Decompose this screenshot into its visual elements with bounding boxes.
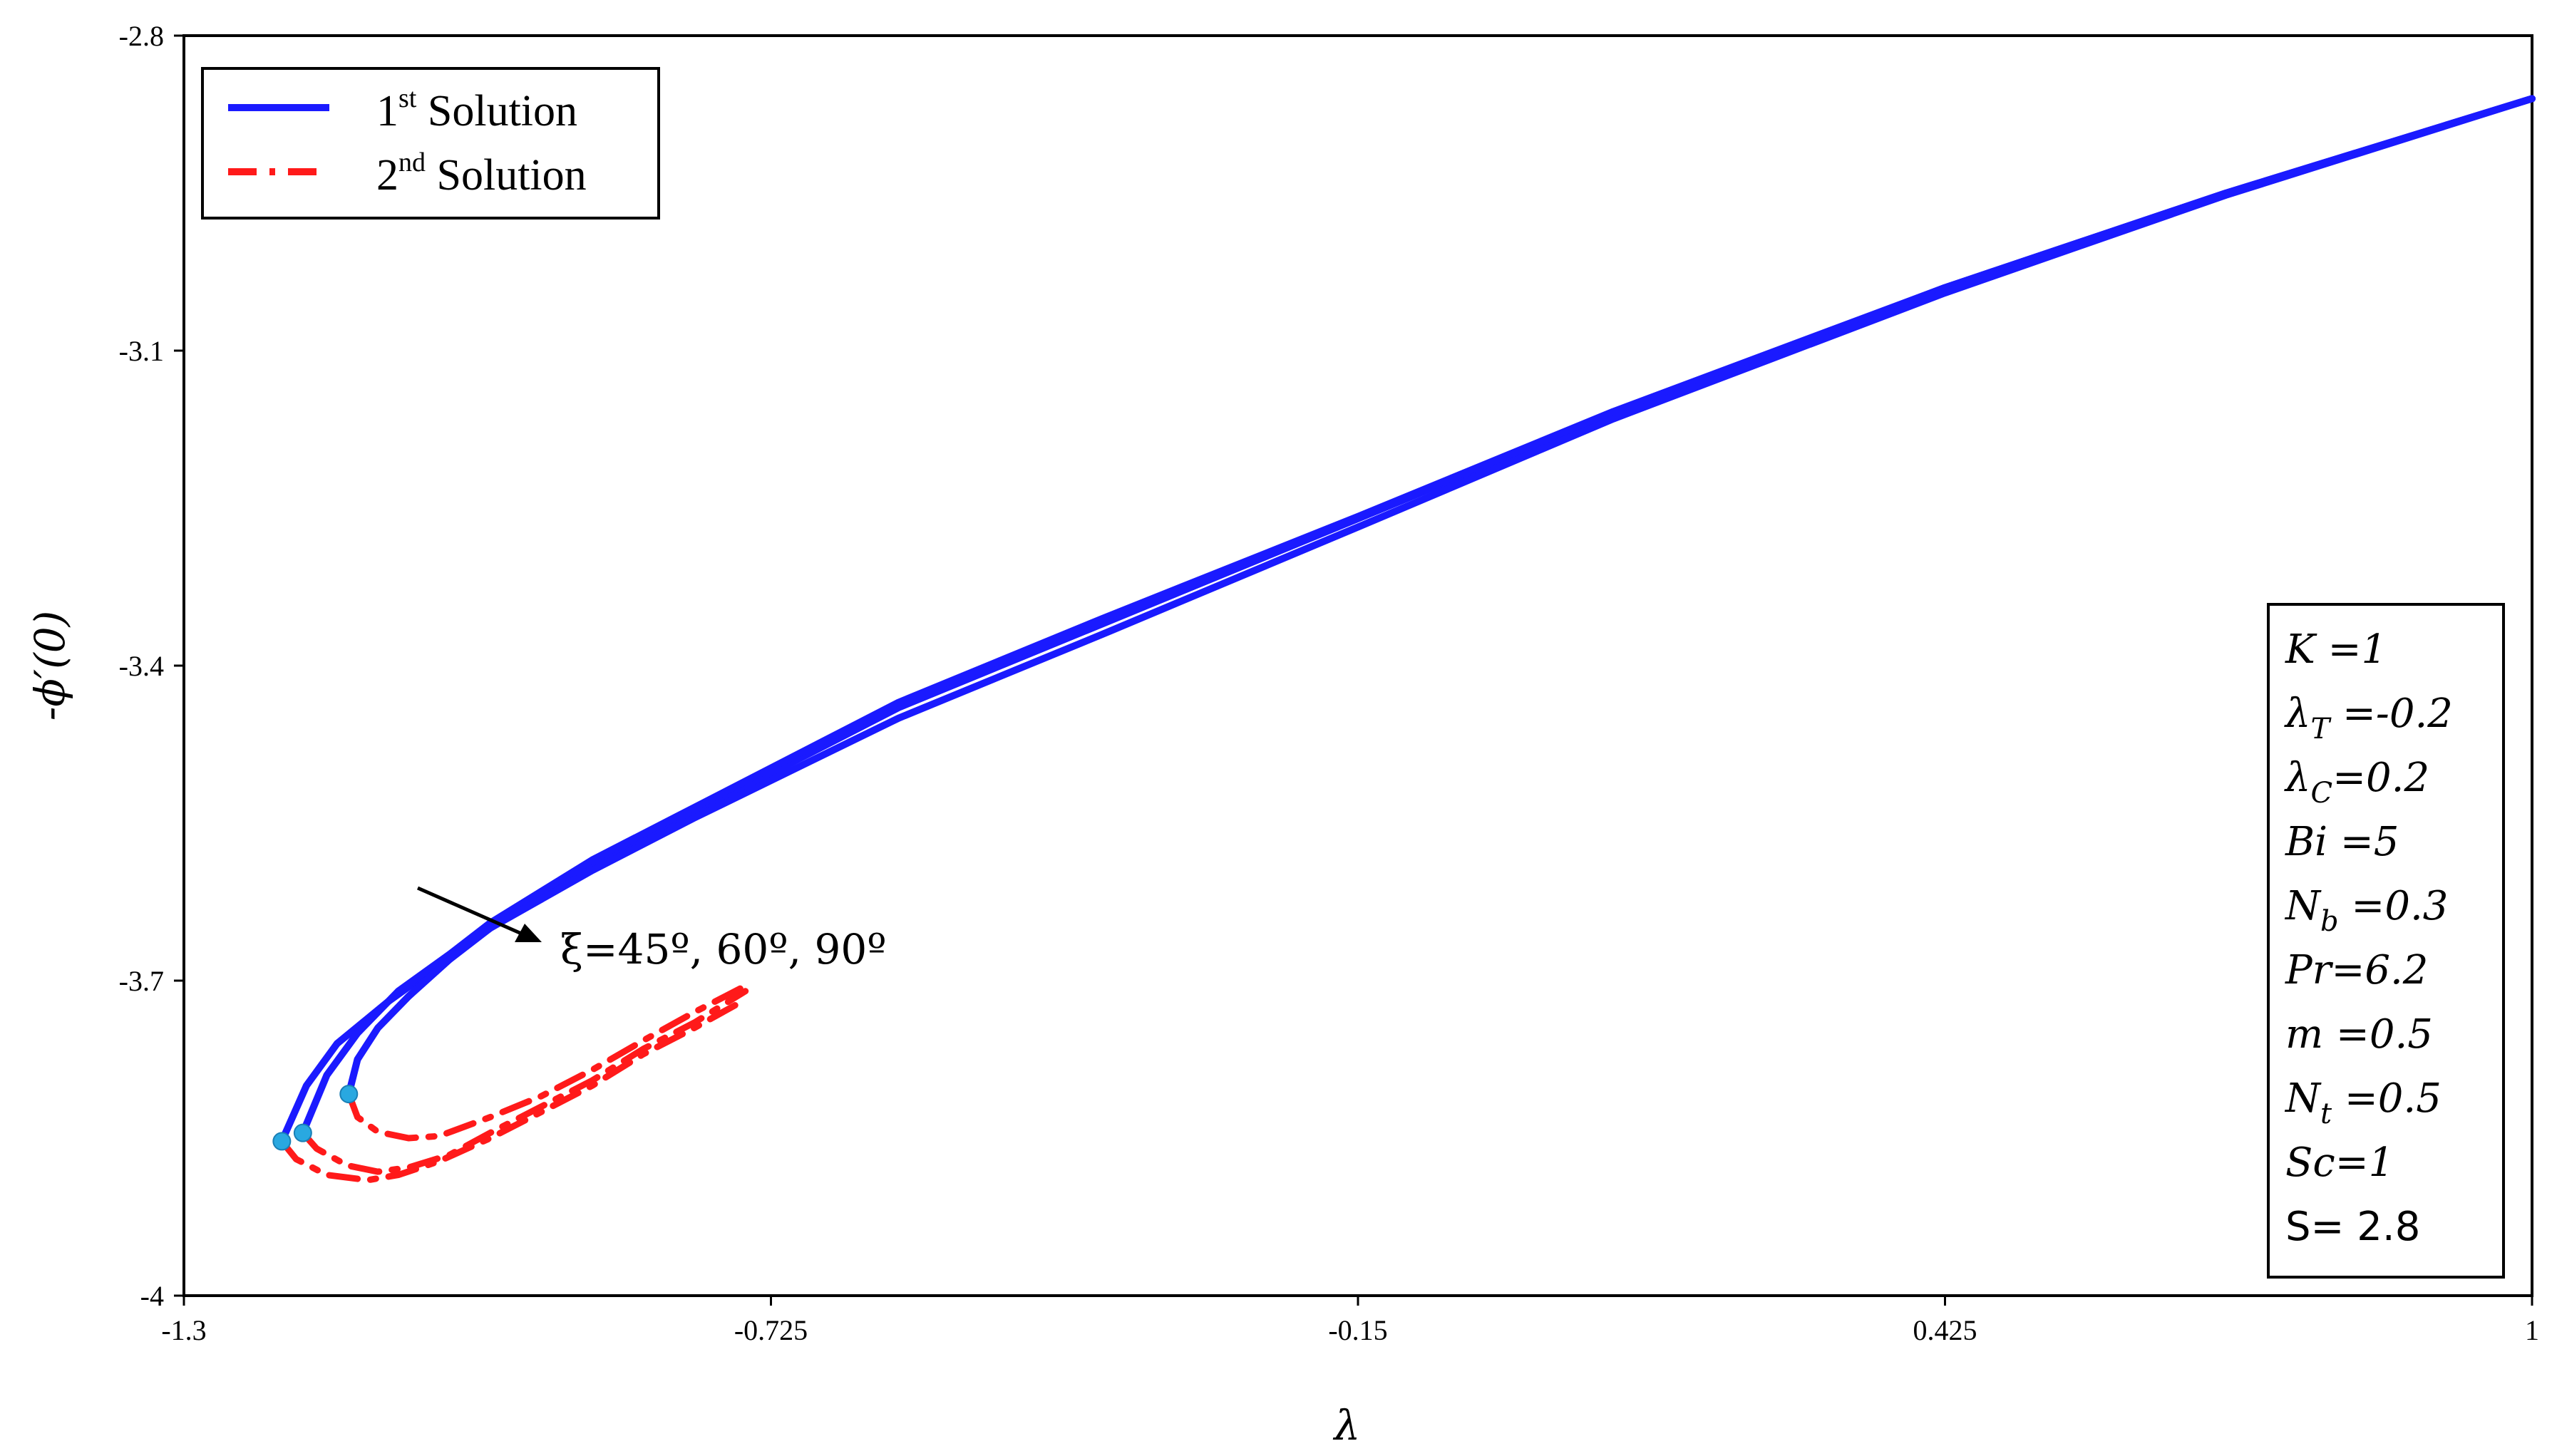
series-2nd-solution-5 (345, 982, 749, 1142)
x-tick-label: 1 (2525, 1314, 2539, 1346)
x-tick-label: -0.725 (734, 1314, 808, 1346)
series-1st-solution-0 (278, 95, 2536, 1145)
legend-label-2nd-num: 2 (376, 151, 398, 200)
parameter-panel: K =1 λT =-0.2 λC=0.2 Bi =5 Nb =0.3 Pr=6.2 m =0… (2267, 603, 2505, 1279)
x-tick-label: -1.3 (161, 1314, 206, 1346)
parameter-3: Bi =5 (2285, 819, 2399, 865)
legend-label-1st: 1st Solution (376, 83, 577, 135)
legend-box (201, 67, 660, 220)
series-2nd-solution-3 (278, 996, 749, 1184)
y-axis-title: -ϕ′(0) (26, 611, 74, 721)
legend-label-2nd-sup: nd (398, 148, 426, 177)
y-tick-label: -3.4 (119, 650, 164, 682)
parameter-2: λC=0.2 (2284, 755, 2429, 810)
legend: 1st Solution 2nd Solution (201, 67, 660, 220)
y-tick-label: -3.1 (119, 335, 164, 367)
series-group (278, 95, 2536, 1184)
y-tick-label: -3.7 (119, 965, 164, 997)
parameter-4: Nb =0.3 (2284, 883, 2448, 938)
parameter-list: K =1 λT =-0.2 λC=0.2 Bi =5 Nb =0.3 Pr=6.2 m =0… (2284, 626, 2453, 1250)
critical-point-0 (272, 1132, 292, 1151)
y-tick-label: -4 (140, 1280, 164, 1312)
critical-point-2 (339, 1085, 359, 1104)
parameter-6: m =0.5 (2285, 1011, 2433, 1058)
annotation: ξ=45º, 60º, 90º (416, 886, 887, 974)
x-axis-title: λ (1333, 1401, 1361, 1450)
parameter-5: Pr=6.2 (2285, 947, 2428, 993)
critical-points (272, 1085, 359, 1151)
critical-point-1 (293, 1123, 312, 1142)
parameter-1: λT =-0.2 (2284, 691, 2453, 745)
x-tick-label: 0.425 (1913, 1314, 1977, 1346)
series-1st-solution-1 (299, 95, 2536, 1137)
legend-label-1st-rest: Solution (416, 87, 577, 135)
parameter-9: S= 2.8 (2285, 1204, 2420, 1250)
parameter-box (2267, 603, 2505, 1279)
annotation-arrowhead (515, 924, 542, 942)
parameter-7: Nt =0.5 (2284, 1075, 2442, 1130)
y-tick-label: -2.8 (119, 20, 164, 52)
legend-label-1st-num: 1 (376, 87, 398, 135)
axis-ticks: -1.3 -0.725 -0.15 0.425 1 -2.8 -3.1 -3.4 -3.7 -4 (119, 20, 2539, 1346)
parameter-8: Sc=1 (2285, 1140, 2394, 1186)
legend-label-2nd-rest: Solution (426, 151, 587, 200)
annotation-arrow (416, 886, 526, 937)
series-1st-solution-2 (345, 95, 2536, 1098)
parameter-0: K =1 (2285, 626, 2387, 673)
annotation-text: ξ=45º, 60º, 90º (560, 925, 887, 974)
series-2nd-solution-4 (299, 988, 749, 1175)
x-tick-label: -0.15 (1328, 1314, 1387, 1346)
legend-label-2nd: 2nd Solution (376, 148, 587, 200)
legend-label-1st-sup: st (398, 83, 417, 113)
